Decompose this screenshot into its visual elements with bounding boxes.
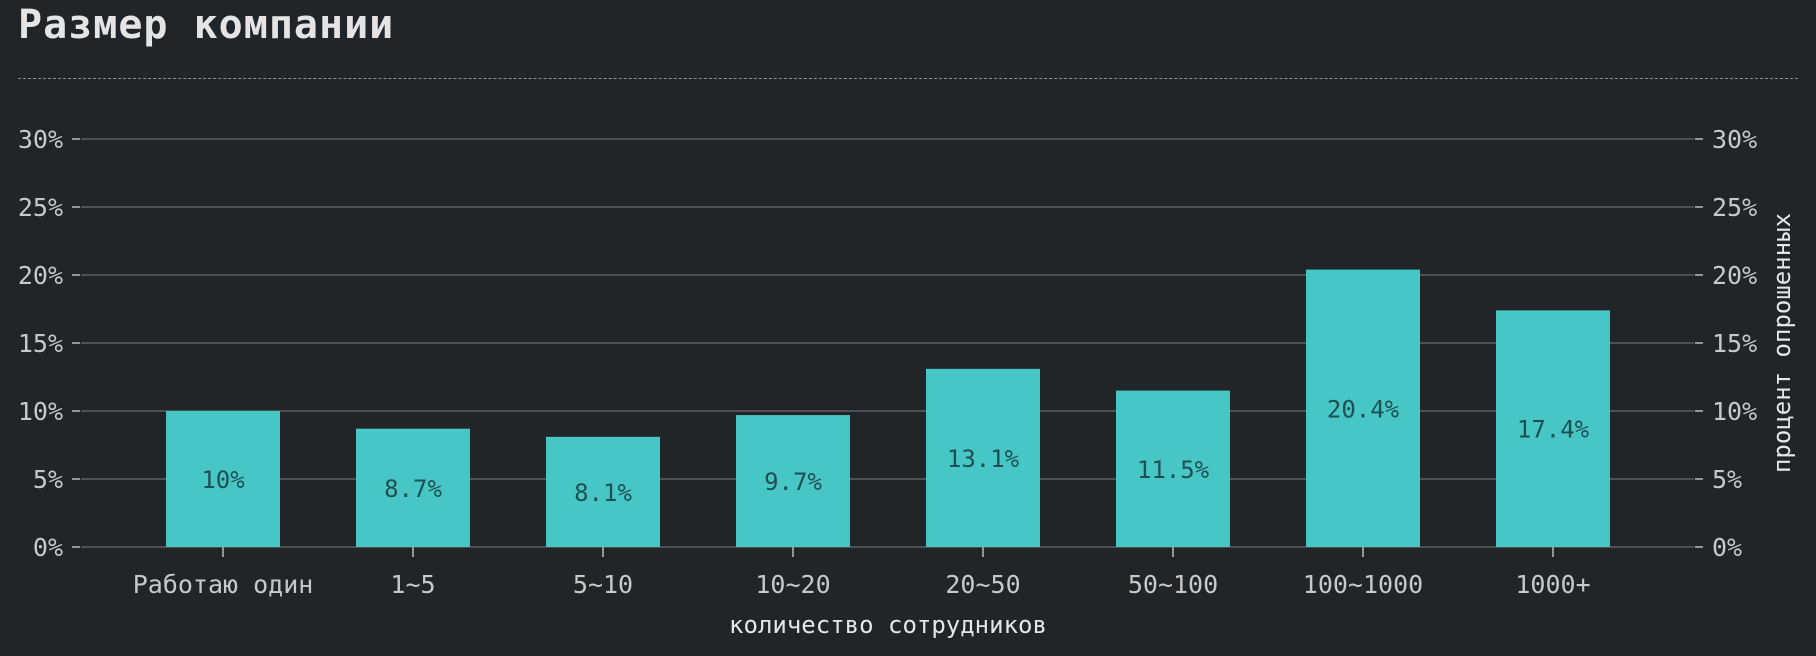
bar-value-label: 17.4%	[1517, 416, 1590, 444]
bar	[166, 411, 280, 547]
bar-value-label: 10%	[201, 466, 245, 494]
y-tick-label-right: 10%	[1712, 397, 1757, 426]
bar	[546, 436, 660, 547]
bar-value-label: 8.1%	[574, 479, 632, 507]
y-tick-label-left: 15%	[18, 329, 63, 358]
x-tick-label: 10~20	[755, 570, 830, 599]
y-tick-label-right: 0%	[1712, 533, 1742, 562]
ticks-layer: 0% 0% 5% 5% 10% 10% 15% 15% 20% 20% 25% 25% 30% 30% Ра…	[18, 125, 1757, 599]
bar-value-label: 9.7%	[764, 468, 822, 496]
y-tick-label-left: 10%	[18, 397, 63, 426]
x-axis-label: количество сотрудников	[729, 611, 1047, 639]
y-tick-label-left: 5%	[33, 465, 63, 494]
x-tick-label: 1~5	[390, 570, 435, 599]
bar	[356, 428, 470, 547]
bar	[1496, 310, 1610, 547]
x-tick-label: 5~10	[573, 570, 633, 599]
bar	[926, 368, 1040, 547]
y-tick-label-right: 20%	[1712, 261, 1757, 290]
bar-value-label: 13.1%	[947, 445, 1020, 473]
bar	[1306, 269, 1420, 547]
y-tick-label-right: 15%	[1712, 329, 1757, 358]
x-tick-label: 20~50	[945, 570, 1020, 599]
bar	[1116, 390, 1230, 547]
grid-layer	[81, 138, 1694, 548]
bar-value-label: 8.7%	[384, 475, 442, 503]
page-title: Размер компании	[18, 2, 395, 48]
y-tick-label-left: 0%	[33, 533, 63, 562]
y-tick-label-right: 30%	[1712, 125, 1757, 154]
y-tick-label-left: 30%	[18, 125, 63, 154]
x-tick-label: 50~100	[1128, 570, 1218, 599]
bar-value-label: 11.5%	[1137, 456, 1210, 484]
y-tick-label-right: 5%	[1712, 465, 1742, 494]
bar-value-label: 20.4%	[1327, 395, 1400, 423]
y-axis-label: процент опрошенных	[1768, 213, 1796, 473]
y-tick-label-left: 25%	[18, 193, 63, 222]
bars-layer: 10% 8.7% 8.1% 9.7% 13.1% 11.5% 20.4% 17.4%	[166, 269, 1610, 547]
y-tick-label-left: 20%	[18, 261, 63, 290]
bar	[736, 415, 850, 547]
divider	[18, 78, 1798, 79]
x-tick-label: 1000+	[1515, 570, 1590, 599]
y-tick-label-right: 25%	[1712, 193, 1757, 222]
x-tick-label: 100~1000	[1303, 570, 1423, 599]
x-tick-label: Работаю один	[133, 570, 314, 599]
